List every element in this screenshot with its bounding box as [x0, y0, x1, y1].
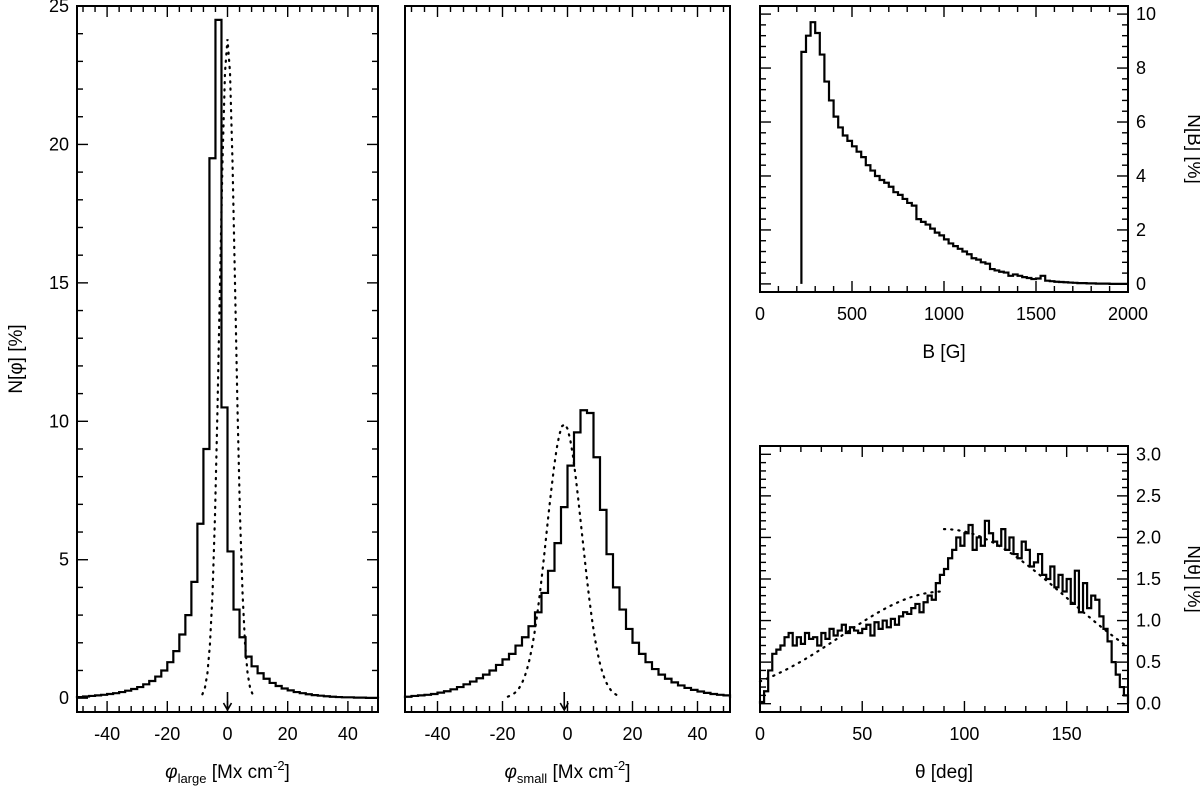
- y-tick-label: 6: [1136, 112, 1146, 132]
- y-axis-title: N[B] [%]: [1183, 114, 1200, 184]
- mean-arrow: [222, 692, 233, 712]
- x-axis-title: φsmall [Mx cm-2]: [504, 758, 630, 786]
- y-tick-label: 4: [1136, 166, 1146, 186]
- y-tick-label: 0.0: [1136, 694, 1161, 714]
- histogram-series: [403, 409, 732, 699]
- panel-phi-small: -40 -20 0 20 40 φsmall [Mx cm-2]: [403, 5, 732, 786]
- x-axis-title: φlarge [Mx cm-2]: [165, 758, 290, 786]
- panel-field-strength: 0 500 1000 1500 2000 0 2 4 6 8 10 B [G] N[B] [%]: [755, 4, 1200, 363]
- y-tick-label: 5: [59, 550, 69, 570]
- panel-phi-large: -40 -20 0 20 40 0 5 10 15 20 25 φlarge [Mx cm-2] N[φ…: [6, 0, 380, 786]
- y-tick-label: 2: [1136, 220, 1146, 240]
- x-tick-label: -40: [94, 724, 120, 744]
- x-tick-label: 40: [687, 724, 707, 744]
- x-tick-label: 50: [852, 724, 872, 744]
- plot-frame: [759, 445, 1129, 713]
- x-tick-label: 0: [755, 724, 765, 744]
- y-tick-label: 20: [49, 134, 69, 154]
- plot-frame: [759, 5, 1129, 293]
- x-tick-label: -20: [489, 724, 515, 744]
- x-tick-label: 100: [949, 724, 979, 744]
- plot-frame: [76, 5, 379, 713]
- histogram-series: [75, 18, 380, 699]
- mean-arrow: [559, 692, 569, 712]
- x-tick-label: 500: [837, 304, 867, 324]
- y-tick-label: 8: [1136, 58, 1146, 78]
- y-tick-label: 15: [49, 273, 69, 293]
- y-tick-label: 25: [49, 0, 69, 16]
- x-tick-label: 150: [1052, 724, 1082, 744]
- y-tick-label: 0.5: [1136, 652, 1161, 672]
- x-tick-label: 2000: [1108, 304, 1148, 324]
- x-tick-label: 1500: [1016, 304, 1056, 324]
- y-tick-label: 0: [59, 688, 69, 708]
- y-tick-label: 10: [49, 411, 69, 431]
- x-axis-title: θ [deg]: [915, 762, 973, 783]
- x-axis-title: B [G]: [922, 342, 965, 363]
- y-tick-label: 10: [1136, 4, 1156, 24]
- x-tick-label: 20: [622, 724, 642, 744]
- x-tick-label: 0: [222, 724, 232, 744]
- y-tick-label: 0: [1136, 274, 1146, 294]
- histogram-series: [800, 21, 1128, 286]
- x-tick-label: -40: [424, 724, 450, 744]
- x-tick-label: 20: [278, 724, 298, 744]
- y-axis-title: N[θ] [%]: [1183, 545, 1200, 613]
- histogram-series: [758, 519, 1130, 704]
- x-tick-label: 0: [562, 724, 572, 744]
- gaussian-fit-curve: [506, 422, 621, 698]
- y-tick-label: 1.5: [1136, 569, 1161, 589]
- x-tick-label: 40: [338, 724, 358, 744]
- x-tick-label: 0: [755, 304, 765, 324]
- y-tick-label: 2.0: [1136, 527, 1161, 547]
- y-axis-title: N[φ] [%]: [6, 324, 27, 393]
- plot-frame: [404, 5, 731, 713]
- x-tick-label: 1000: [924, 304, 964, 324]
- panel-inclination: 0 50 100 150 0.0 0.5 1.0 1.5 2.0 2.5 3.0 θ [deg] N[θ…: [755, 444, 1200, 783]
- y-tick-label: 2.5: [1136, 486, 1161, 506]
- y-tick-label: 3.0: [1136, 444, 1161, 464]
- gaussian-fit-curve: [201, 39, 254, 696]
- y-tick-label: 1.0: [1136, 611, 1161, 631]
- x-tick-label: -20: [154, 724, 180, 744]
